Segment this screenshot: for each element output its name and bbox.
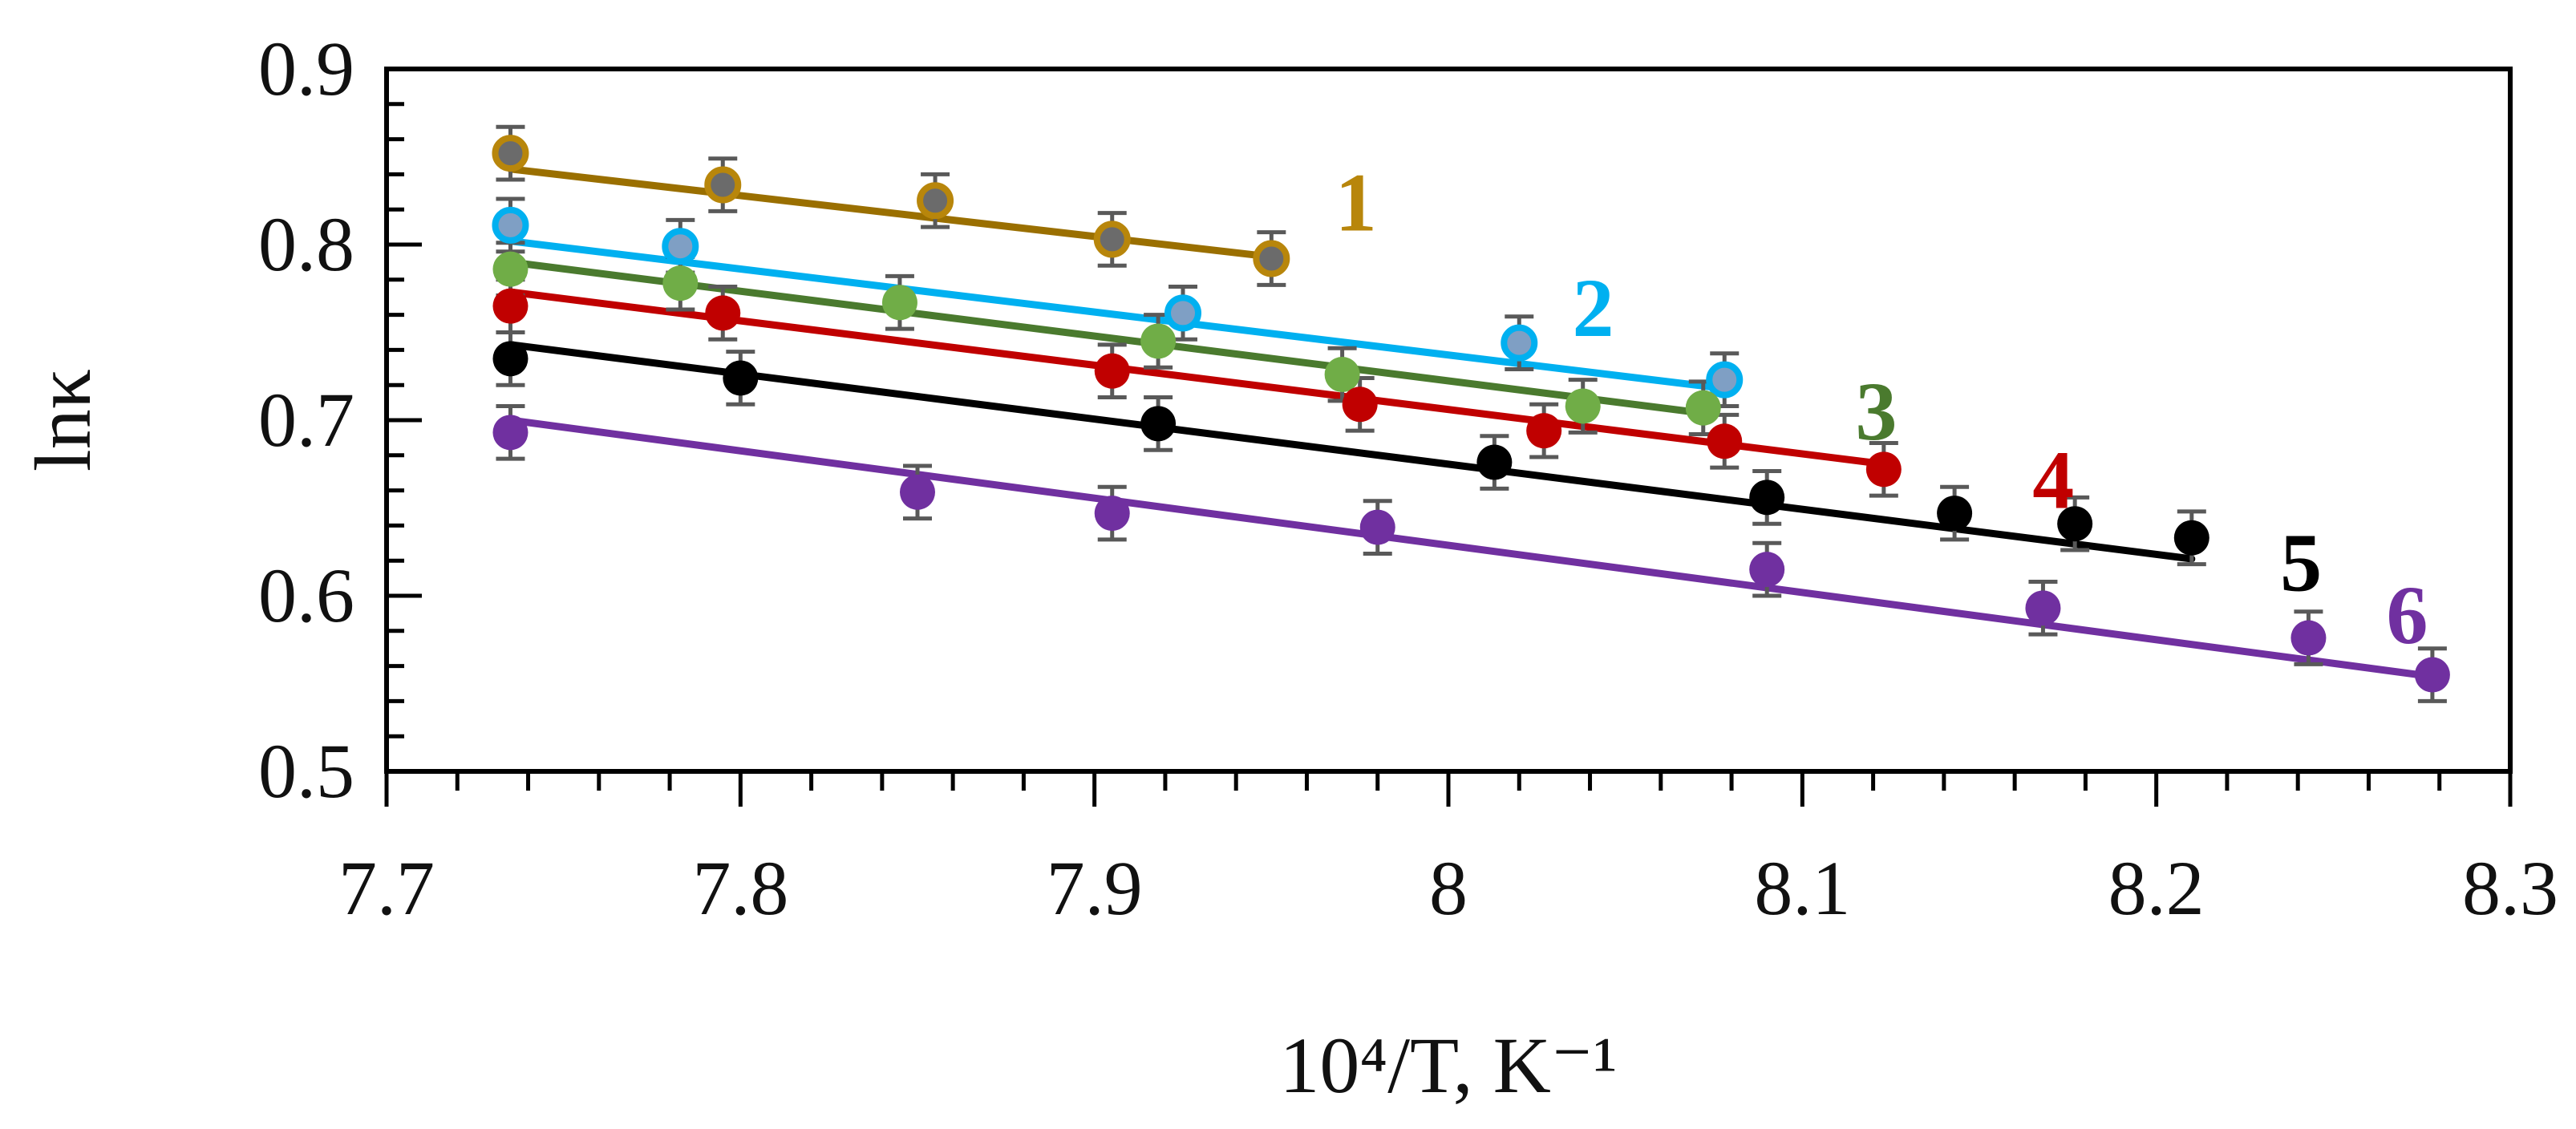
data-point-series-6 — [2414, 657, 2450, 693]
x-axis-title: 10⁴/T, K⁻¹ — [1279, 1021, 1617, 1110]
data-point-series-6 — [900, 474, 935, 510]
x-tick-label: 8.1 — [1754, 845, 1850, 931]
y-tick-label: 0.5 — [258, 728, 354, 814]
data-point-series-5 — [2057, 506, 2093, 542]
data-point-series-1 — [917, 182, 954, 220]
data-point-series-1 — [704, 166, 742, 204]
plot-area-frame — [384, 67, 2513, 774]
series-label-6: 6 — [2387, 569, 2428, 662]
data-point-series-6 — [1094, 496, 1130, 532]
data-point-series-5 — [2173, 520, 2209, 556]
data-point-series-2 — [1706, 361, 1744, 399]
fit-line-series-1 — [506, 165, 1275, 261]
data-point-series-4 — [1342, 386, 1378, 423]
data-point-series-5 — [1937, 496, 1973, 532]
data-point-series-4 — [1526, 413, 1562, 449]
data-point-series-5 — [492, 341, 529, 377]
points-layer — [492, 135, 2450, 693]
data-point-series-3 — [1140, 323, 1177, 359]
data-point-series-3 — [881, 285, 917, 321]
x-tick-label: 7.9 — [1047, 845, 1143, 931]
fit-lines-layer — [506, 165, 2436, 681]
data-point-series-6 — [492, 415, 529, 451]
series-label-3: 3 — [1856, 366, 1898, 458]
data-point-series-2 — [1501, 324, 1538, 362]
x-tick-label: 8.2 — [2108, 845, 2205, 931]
y-tick-label: 0.6 — [258, 552, 354, 638]
data-point-series-2 — [1164, 294, 1201, 332]
y-tick-label: 0.8 — [258, 201, 354, 287]
series-label-2: 2 — [1572, 262, 1614, 354]
x-tick-label: 7.8 — [692, 845, 788, 931]
data-point-series-6 — [2290, 620, 2327, 656]
fit-line-series-2 — [506, 237, 1728, 393]
data-point-series-3 — [1565, 388, 1601, 424]
data-point-series-5 — [1749, 480, 1785, 516]
data-point-series-3 — [1324, 357, 1360, 393]
x-tick-label: 8.3 — [2462, 845, 2558, 931]
data-point-series-1 — [492, 135, 529, 172]
x-tick-label: 8 — [1429, 845, 1468, 931]
fit-line-series-6 — [506, 416, 2436, 681]
data-point-series-5 — [723, 360, 759, 396]
data-point-series-1 — [1093, 221, 1131, 258]
fit-line-series-5 — [506, 341, 2196, 563]
data-point-series-4 — [492, 288, 529, 324]
y-axis-title: lnκ — [18, 369, 107, 471]
ticks-layer: 0.5 0.6 0.7 0.8 0.9 7.7 7.8 7.9 8 8.1 8.2 8.3 — [258, 26, 2558, 931]
data-point-series-5 — [1476, 444, 1513, 480]
data-point-series-3 — [492, 251, 529, 287]
data-point-series-6 — [2025, 590, 2061, 626]
series-label-4: 4 — [2032, 435, 2074, 527]
series-labels-layer: 1 2 3 4 56 — [1335, 156, 2428, 662]
data-point-series-4 — [1094, 353, 1130, 389]
data-point-series-6 — [1359, 509, 1395, 545]
data-point-series-4 — [1707, 423, 1743, 459]
data-point-series-3 — [662, 265, 699, 301]
data-point-series-3 — [1685, 390, 1721, 426]
y-tick-label: 0.9 — [258, 26, 354, 111]
data-point-series-6 — [1749, 552, 1785, 588]
data-point-series-1 — [1253, 240, 1290, 277]
x-tick-label: 7.7 — [338, 845, 435, 931]
data-point-series-5 — [1140, 406, 1177, 442]
series-label-1: 1 — [1335, 156, 1377, 249]
data-point-series-4 — [705, 295, 741, 331]
data-point-series-2 — [662, 228, 699, 265]
data-point-series-4 — [1865, 451, 1902, 488]
series-label-5: 5 — [2280, 516, 2322, 609]
fit-line-series-4 — [506, 288, 1888, 468]
data-point-series-2 — [492, 206, 529, 244]
y-tick-label: 0.7 — [258, 377, 354, 463]
